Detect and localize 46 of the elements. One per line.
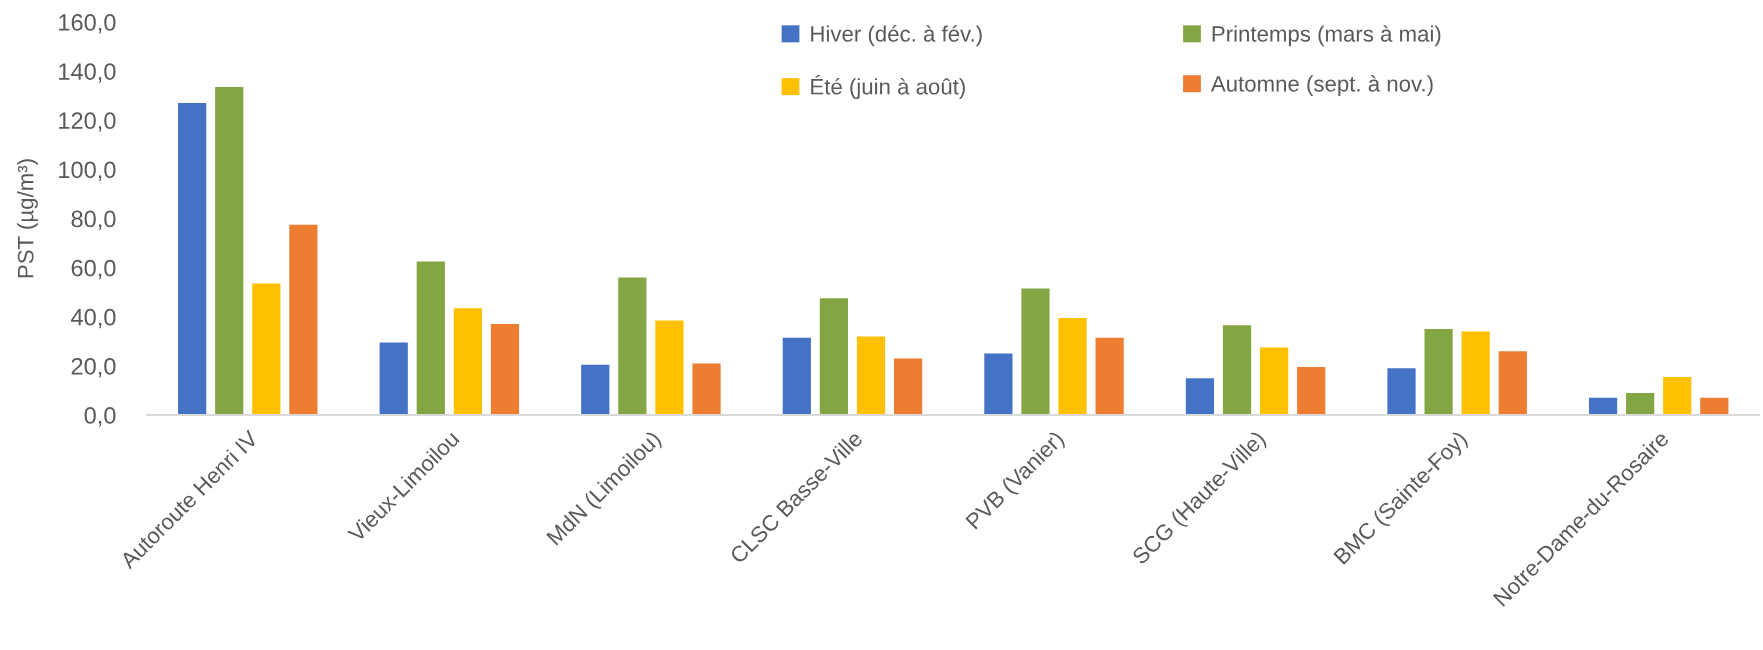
bar [1663,376,1692,415]
bar [1297,367,1326,415]
y-tick-label: 0,0 [84,407,116,427]
bar [453,308,482,415]
bar [1058,317,1087,415]
y-axis-title: PST (µg/m³) [17,159,38,278]
bar [819,298,849,415]
bar [1260,347,1289,415]
bar [1095,337,1124,415]
bar [1700,397,1729,415]
bar [655,320,684,415]
legend-label: Printemps (mars à mai) [1212,25,1441,47]
bar [581,364,610,415]
bar [984,353,1013,415]
bar [215,87,244,415]
y-tick-label: 120,0 [59,112,116,132]
legend-label: Hiver (déc. à fév.) [811,25,982,47]
bar [416,261,445,415]
y-tick-label: 60,0 [71,259,116,280]
bar [1588,397,1618,415]
bar [618,277,647,415]
bar [1626,392,1655,415]
bar [1387,368,1416,415]
bar [893,358,923,415]
bar [1185,378,1215,415]
bar [692,363,721,415]
y-tick-label: 160,0 [59,14,116,34]
bar [1498,351,1527,415]
legend-label: Automne (sept. à nov.) [1210,75,1433,97]
bar [1222,325,1252,415]
bar [490,324,520,415]
bar [178,103,207,415]
y-tick-label: 80,0 [71,210,116,231]
bar [379,342,408,415]
y-tick-label: 140,0 [59,63,116,83]
y-tick-label: 20,0 [71,357,116,378]
bar [856,336,886,415]
y-tick-label: 100,0 [59,161,116,181]
bar [1424,329,1453,415]
bar [1021,288,1050,415]
bar [289,224,318,415]
y-tick-label: 40,0 [71,308,116,329]
legend-label: Été (juin à août) [811,75,965,99]
bar [782,337,811,415]
bar [1461,331,1490,415]
bar [252,283,281,415]
